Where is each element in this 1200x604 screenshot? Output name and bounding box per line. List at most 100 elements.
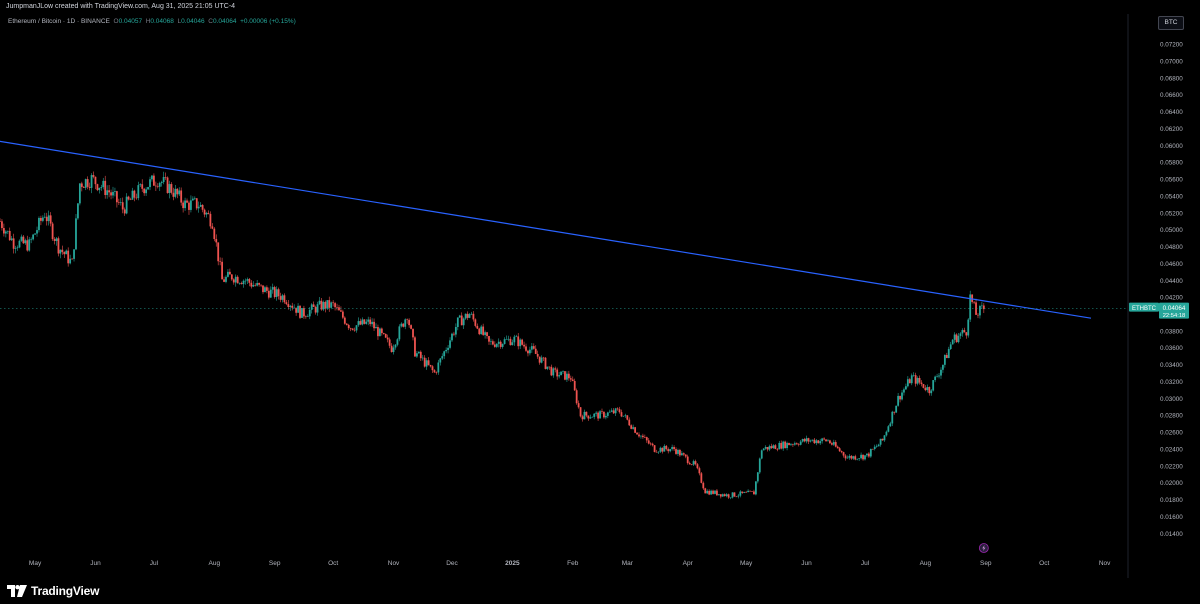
candle-body [513, 336, 516, 343]
candle-body [34, 233, 36, 235]
candle-body [301, 308, 303, 318]
candle-body [491, 341, 494, 345]
candle-body [780, 442, 783, 449]
tradingview-logo[interactable]: TradingView [7, 583, 99, 599]
candle-body [388, 339, 391, 346]
x-tick-label: Mar [622, 560, 634, 567]
y-tick-label: 0.02400 [1160, 446, 1183, 453]
y-tick-label: 0.04200 [1160, 295, 1183, 302]
y-tick-label: 0.03800 [1160, 328, 1183, 335]
candle-body [871, 448, 874, 450]
candle-body [281, 295, 284, 300]
candle-body [819, 441, 822, 444]
candle-body [910, 375, 913, 384]
candle-body [324, 301, 327, 309]
candle-body [897, 395, 900, 406]
y-tick-label: 0.05800 [1160, 160, 1183, 167]
candle-body [230, 274, 233, 280]
candle-body [688, 462, 691, 465]
candle-body [458, 315, 461, 318]
candle-body [488, 336, 490, 342]
candle-body [232, 279, 235, 283]
candle-body [425, 360, 428, 367]
candle-body [914, 375, 917, 384]
low-value: 0.04046 [181, 18, 205, 25]
chart-area[interactable]: 0.07200 0.07000 0.06800 0.06600 0.06400 0.062… [0, 14, 1200, 578]
candle-body [96, 184, 99, 191]
candle-body [924, 387, 927, 391]
candle-body [569, 378, 572, 380]
candle-body [460, 315, 463, 326]
candle-body [110, 192, 112, 196]
candle-body [501, 343, 504, 347]
candle-body [153, 175, 155, 186]
candle-body [277, 289, 280, 297]
candle-body [170, 184, 173, 193]
candle-body [873, 446, 876, 450]
candle-body [749, 490, 751, 492]
candle-body [162, 177, 165, 183]
candle-body [534, 348, 537, 354]
candle-body [556, 369, 559, 377]
candle-body [544, 357, 547, 369]
x-tick-label: Apr [683, 560, 694, 567]
candle-body [433, 370, 436, 373]
chart-svg[interactable]: 0.07200 0.07000 0.06800 0.06600 0.06400 0.062… [0, 14, 1200, 578]
candle-body [365, 321, 368, 324]
candle-body [760, 450, 763, 459]
candle-body [6, 230, 9, 232]
footer: TradingView [0, 578, 1200, 604]
candle-body [908, 379, 911, 384]
candle-body [49, 215, 52, 224]
candle-body [677, 449, 679, 454]
close-label: C [208, 18, 213, 25]
candle-body [852, 456, 855, 459]
candle-body [710, 490, 712, 495]
candle-body [603, 411, 605, 418]
candle-body [665, 445, 668, 450]
y-tick-label: 0.04600 [1160, 261, 1183, 268]
candle-body [447, 347, 449, 350]
candle-body [581, 416, 584, 420]
candle-body [129, 199, 132, 201]
currency-button[interactable]: BTC [1158, 16, 1184, 30]
x-tick-label: Dec [446, 560, 458, 567]
candle-body [589, 417, 592, 419]
candle-body [928, 387, 931, 394]
candle-body [622, 415, 625, 417]
candle-body [511, 342, 514, 346]
candle-body [402, 323, 405, 327]
x-tick-label: Oct [1039, 560, 1049, 567]
candle-body [453, 333, 455, 335]
candle-body [131, 190, 134, 200]
candle-body [751, 491, 753, 492]
candle-body [825, 439, 827, 442]
candle-body [836, 446, 839, 449]
candle-body [784, 441, 787, 449]
candle-body [867, 453, 870, 457]
candle-body [439, 358, 442, 363]
candle-body [127, 196, 130, 200]
candle-body [684, 454, 687, 457]
x-tick-label: Feb [567, 560, 579, 567]
candle-body [669, 449, 672, 452]
candle-body [515, 336, 518, 338]
candle-body [466, 313, 469, 318]
candle-body [739, 491, 742, 496]
candle-body [579, 407, 582, 417]
candle-body [955, 334, 958, 343]
candle-body [75, 218, 77, 250]
candle-body [252, 284, 255, 287]
candle-body [647, 440, 650, 444]
candle-body [203, 209, 206, 215]
x-tick-label: Aug [209, 560, 221, 567]
candle-body [903, 389, 905, 393]
candle-body [834, 442, 837, 447]
candle-body [758, 458, 761, 473]
candle-body [160, 182, 163, 184]
candle-body [332, 302, 335, 304]
candle-body [164, 177, 167, 178]
candle-body [686, 456, 689, 463]
candle-body [478, 328, 481, 335]
candle-body [616, 408, 619, 410]
